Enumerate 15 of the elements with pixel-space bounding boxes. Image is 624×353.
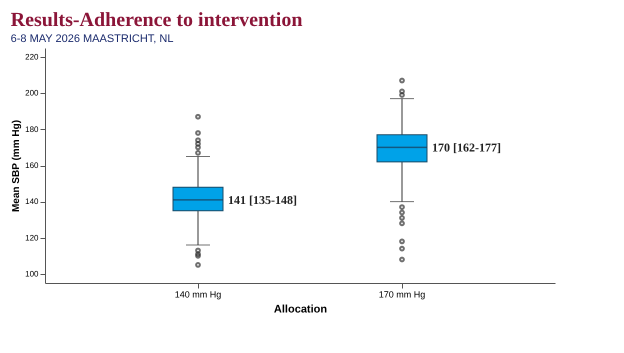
annotation: 170 [162-177] — [432, 140, 501, 154]
x-tick-label: 170 mm Hg — [378, 290, 426, 300]
y-axis-title: Mean SBP (mm Hg) — [11, 120, 22, 212]
x-axis-title: Allocation — [274, 304, 328, 316]
y-tick-label: 160 — [25, 161, 40, 170]
annotation: 141 [135-148] — [228, 192, 297, 207]
y-tick-label: 140 — [25, 197, 40, 206]
chart-subtitle: 6-8 MAY 2026 MAASTRICHT, NL — [10, 33, 174, 45]
chart-title: Results-Adherence to intervention — [10, 9, 302, 31]
y-tick-label: 100 — [25, 269, 40, 278]
x-tick-label: 140 mm Hg — [174, 290, 222, 300]
y-tick-label: 180 — [25, 124, 40, 134]
y-tick-label: 120 — [25, 233, 40, 242]
y-tick-label: 200 — [25, 88, 40, 98]
y-tick-label: 220 — [25, 52, 40, 62]
